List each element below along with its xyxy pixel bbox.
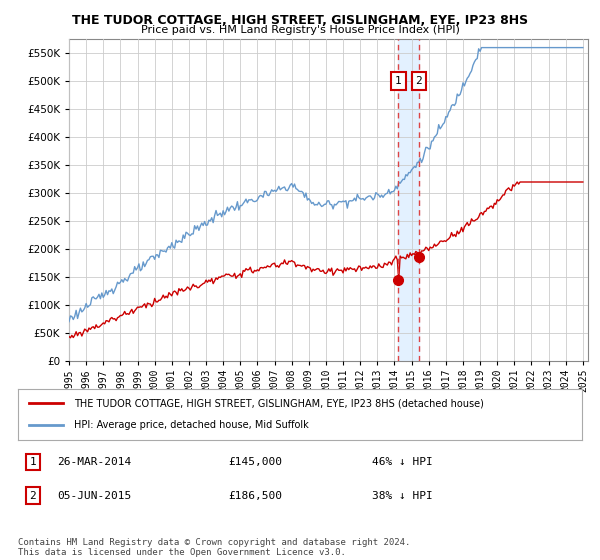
Text: 1: 1: [29, 457, 37, 467]
Text: 26-MAR-2014: 26-MAR-2014: [57, 457, 131, 467]
Text: HPI: Average price, detached house, Mid Suffolk: HPI: Average price, detached house, Mid …: [74, 421, 309, 431]
Text: 2: 2: [29, 491, 37, 501]
Bar: [398, 39, 419, 361]
Text: 1: 1: [395, 76, 402, 86]
Text: THE TUDOR COTTAGE, HIGH STREET, GISLINGHAM, EYE, IP23 8HS: THE TUDOR COTTAGE, HIGH STREET, GISLINGH…: [72, 14, 528, 27]
Text: Price paid vs. HM Land Registry's House Price Index (HPI): Price paid vs. HM Land Registry's House …: [140, 25, 460, 35]
Text: 46% ↓ HPI: 46% ↓ HPI: [372, 457, 433, 467]
Text: THE TUDOR COTTAGE, HIGH STREET, GISLINGHAM, EYE, IP23 8HS (detached house): THE TUDOR COTTAGE, HIGH STREET, GISLINGH…: [74, 398, 484, 408]
Text: £186,500: £186,500: [228, 491, 282, 501]
Text: 05-JUN-2015: 05-JUN-2015: [57, 491, 131, 501]
Text: 38% ↓ HPI: 38% ↓ HPI: [372, 491, 433, 501]
Text: £145,000: £145,000: [228, 457, 282, 467]
Text: 2: 2: [416, 76, 422, 86]
Text: Contains HM Land Registry data © Crown copyright and database right 2024.
This d: Contains HM Land Registry data © Crown c…: [18, 538, 410, 557]
